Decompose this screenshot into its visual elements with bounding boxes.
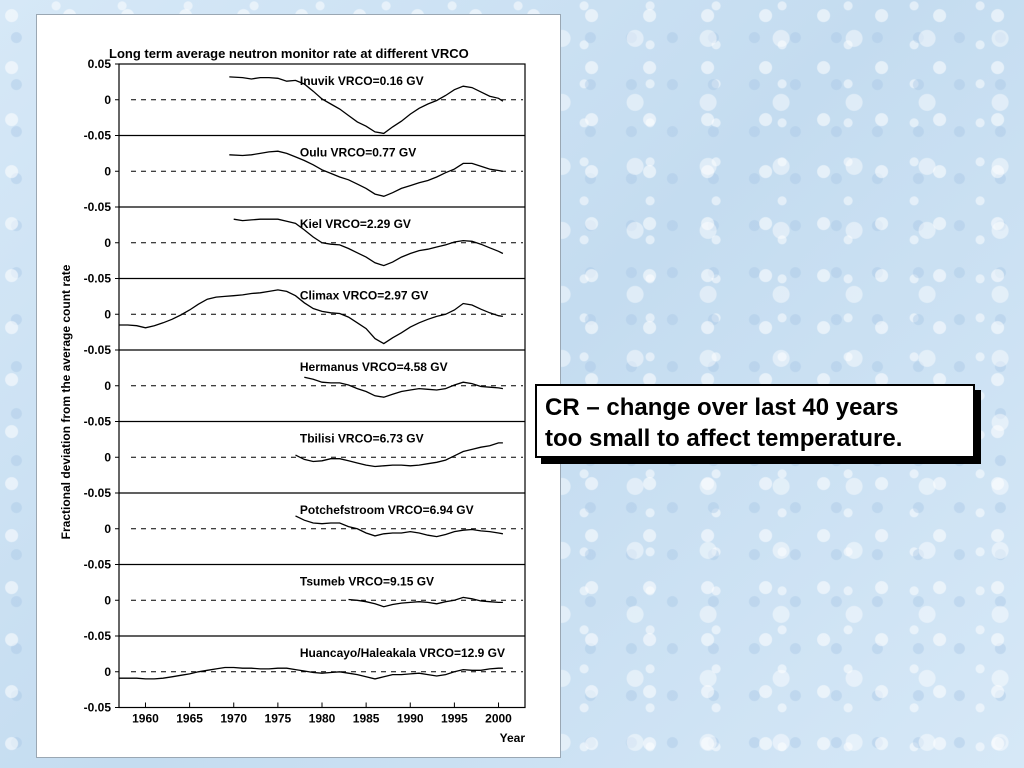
y-tick-label: 0 — [104, 236, 111, 250]
y-tick-label: 0 — [104, 665, 111, 679]
y-tick-label: -0.05 — [84, 415, 112, 429]
x-tick-label: 1980 — [309, 712, 336, 726]
x-tick-label: 1995 — [441, 712, 468, 726]
chart-title: Long term average neutron monitor rate a… — [109, 46, 469, 61]
y-tick-label: 0 — [104, 522, 111, 536]
y-tick-label: -0.05 — [84, 200, 112, 214]
y-tick-label: -0.05 — [84, 701, 112, 715]
figure-panel: Long term average neutron monitor rate a… — [36, 14, 561, 758]
panel-label: Hermanus VRCO=4.58 GV — [300, 360, 448, 374]
y-tick-label: 0 — [104, 164, 111, 178]
y-tick-label: 0.05 — [88, 57, 112, 71]
series-line — [229, 76, 504, 135]
y-tick-label: -0.05 — [84, 343, 112, 357]
x-axis-label: Year — [500, 731, 526, 745]
y-tick-label: -0.05 — [84, 629, 112, 643]
callout-line-1: CR – change over last 40 years — [545, 394, 899, 421]
neutron-monitor-chart: Long term average neutron monitor rate a… — [59, 46, 526, 745]
panel-label: Kiel VRCO=2.29 GV — [300, 217, 411, 231]
panel-label: Oulu VRCO=0.77 GV — [300, 146, 416, 160]
panel-label: Climax VRCO=2.97 GV — [300, 289, 428, 303]
x-tick-label: 1960 — [132, 712, 159, 726]
x-tick-label: 2000 — [485, 712, 512, 726]
y-tick-label: -0.05 — [84, 272, 112, 286]
y-axis-label: Fractional deviation from the average co… — [59, 264, 73, 539]
panels-group: 0.05 0 -0.05 Inuvik VRCO=0.16 GV 0 -0.05 Oulu … — [84, 57, 526, 726]
series-line — [304, 376, 504, 398]
y-tick-label: 0 — [104, 379, 111, 393]
series-line — [295, 442, 503, 468]
y-tick-label: -0.05 — [84, 558, 112, 572]
callout: CR – change over last 40 years too small… — [535, 384, 983, 466]
panel-label: Inuvik VRCO=0.16 GV — [300, 74, 424, 88]
series-line — [348, 596, 503, 608]
series-line — [233, 218, 504, 267]
callout-line-2: too small to affect temperature. — [545, 425, 903, 452]
x-tick-label: 1985 — [353, 712, 380, 726]
series-line — [229, 150, 504, 197]
x-tick-label: 1990 — [397, 712, 424, 726]
y-tick-label: -0.05 — [84, 129, 112, 143]
y-tick-label: 0 — [104, 307, 111, 321]
panel-label: Huancayo/Haleakala VRCO=12.9 GV — [300, 646, 505, 660]
x-tick-label: 1965 — [176, 712, 203, 726]
y-tick-label: 0 — [104, 593, 111, 607]
y-tick-label: 0 — [104, 93, 111, 107]
callout-box: CR – change over last 40 years too small… — [535, 384, 975, 458]
series-line — [119, 666, 503, 680]
series-line — [295, 515, 504, 538]
y-tick-label: -0.05 — [84, 486, 112, 500]
x-tick-label: 1970 — [220, 712, 247, 726]
y-tick-label: 0 — [104, 450, 111, 464]
panel-label: Potchefstroom VRCO=6.94 GV — [300, 503, 474, 517]
panel-label: Tbilisi VRCO=6.73 GV — [300, 432, 424, 446]
panel-label: Tsumeb VRCO=9.15 GV — [300, 575, 434, 589]
x-tick-label: 1975 — [265, 712, 292, 726]
series-line — [119, 289, 504, 345]
